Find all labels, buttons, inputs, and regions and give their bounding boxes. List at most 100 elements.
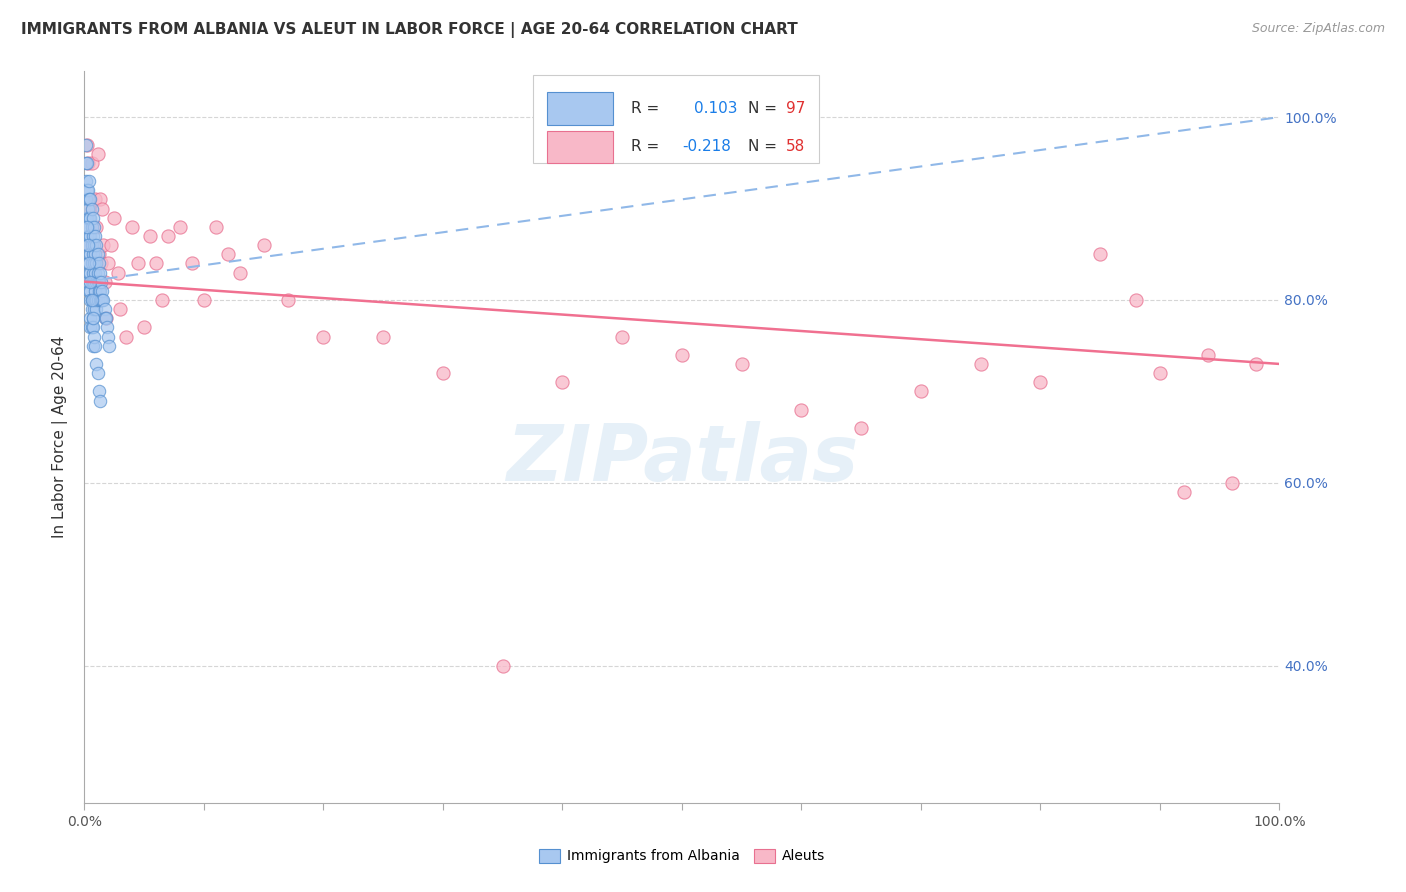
Point <box>89 393 111 408</box>
Point <box>87 284 110 298</box>
Point <box>79 311 101 326</box>
Point <box>217 247 239 261</box>
Point <box>76 228 98 243</box>
Text: Source: ZipAtlas.com: Source: ZipAtlas.com <box>1251 22 1385 36</box>
Point <box>132 320 156 334</box>
Point <box>79 320 101 334</box>
Point <box>94 311 117 326</box>
Text: R =: R = <box>630 101 664 116</box>
Point <box>86 266 108 280</box>
Point <box>1090 247 1112 261</box>
Point <box>373 329 395 343</box>
Point <box>910 384 932 399</box>
Legend: Immigrants from Albania, Aleuts: Immigrants from Albania, Aleuts <box>533 843 831 869</box>
Point <box>84 266 107 280</box>
Point <box>90 293 112 307</box>
Point <box>75 174 97 188</box>
Point <box>169 219 191 234</box>
Point <box>80 293 103 307</box>
Point <box>86 293 108 307</box>
Point <box>115 329 138 343</box>
Point <box>277 293 299 307</box>
Point <box>75 192 97 206</box>
Point <box>970 357 993 371</box>
Point <box>121 219 143 234</box>
Point <box>107 266 129 280</box>
Point <box>86 301 108 317</box>
Point <box>89 192 111 206</box>
Point <box>75 211 97 225</box>
Point <box>77 238 100 252</box>
Point <box>312 329 335 343</box>
Point <box>1197 348 1219 362</box>
Point <box>150 293 173 307</box>
FancyBboxPatch shape <box>547 130 613 163</box>
Point <box>77 174 100 188</box>
Point <box>86 256 108 270</box>
Point <box>93 275 115 289</box>
Point <box>82 228 104 243</box>
Text: N =: N = <box>748 139 782 154</box>
Point <box>83 256 105 270</box>
Point <box>77 192 100 206</box>
Point <box>84 293 107 307</box>
Point <box>89 266 111 280</box>
Point <box>94 311 117 326</box>
Point <box>253 238 276 252</box>
Point <box>77 238 100 252</box>
Point <box>492 658 515 673</box>
Point <box>79 211 101 225</box>
Point <box>82 266 104 280</box>
Point <box>83 329 105 343</box>
Point <box>91 284 114 298</box>
Point <box>77 202 100 216</box>
Point <box>82 211 104 225</box>
Point <box>79 275 101 289</box>
Point <box>86 293 108 307</box>
Point <box>75 137 97 152</box>
Point <box>97 329 120 343</box>
Point <box>87 256 110 270</box>
Point <box>90 275 112 289</box>
Point <box>193 293 215 307</box>
Point <box>103 211 125 225</box>
Point <box>80 256 103 270</box>
Point <box>79 238 101 252</box>
Point <box>612 329 634 343</box>
Point <box>432 366 454 380</box>
Point <box>83 293 105 307</box>
Text: 58: 58 <box>786 139 806 154</box>
Text: N =: N = <box>748 101 782 116</box>
Point <box>82 293 104 307</box>
Point <box>93 301 115 317</box>
Point <box>77 183 100 197</box>
Point <box>82 320 104 334</box>
Point <box>79 228 101 243</box>
Point <box>93 293 115 307</box>
Point <box>75 155 97 169</box>
Point <box>80 293 103 307</box>
Point <box>76 155 98 169</box>
Text: 0.103: 0.103 <box>695 101 737 116</box>
Point <box>86 219 108 234</box>
Point <box>98 339 121 353</box>
Point <box>1029 376 1052 390</box>
Point <box>86 275 108 289</box>
Point <box>205 219 228 234</box>
Point <box>100 238 122 252</box>
Point <box>79 247 101 261</box>
Point <box>77 284 100 298</box>
Point <box>77 155 100 169</box>
Point <box>83 238 105 252</box>
Point <box>157 228 180 243</box>
Point <box>77 228 100 243</box>
Point <box>1125 293 1147 307</box>
Point <box>80 202 103 216</box>
Point <box>86 357 108 371</box>
Point <box>86 366 108 380</box>
Point <box>86 247 108 261</box>
Point <box>181 256 204 270</box>
Point <box>80 275 103 289</box>
Point <box>89 293 111 307</box>
Text: R =: R = <box>630 139 664 154</box>
